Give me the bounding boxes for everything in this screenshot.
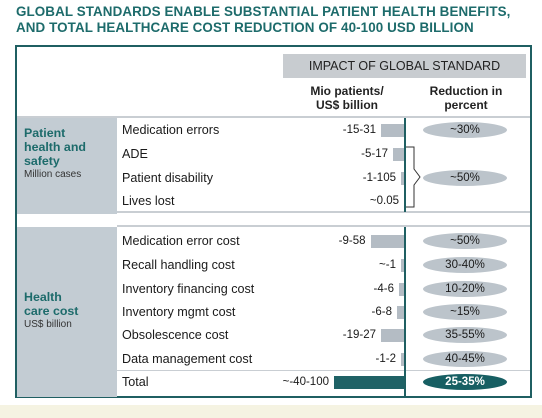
row-label: Total	[122, 375, 149, 389]
value-label: ~-1	[379, 259, 396, 271]
value-label: -15-31	[342, 124, 376, 136]
column-header-reduction-line-1: Reduction in	[429, 84, 503, 98]
row-label: Inventory financing cost	[122, 282, 255, 296]
value-label: -1-2	[375, 353, 396, 365]
group-title-patient: Patient health and safety	[24, 126, 117, 168]
impact-header: IMPACT OF GLOBAL STANDARD	[283, 54, 526, 78]
row-label: Data management cost	[122, 352, 253, 366]
bar	[401, 172, 404, 185]
group-title-cost-line-1: Health	[24, 290, 62, 304]
value-label: ~0.05	[369, 195, 399, 207]
column-header-reduction: Reduction in percent	[410, 84, 522, 112]
group-title-patient-line-3: safety	[24, 154, 60, 168]
bar	[381, 329, 404, 342]
row-label: Patient disability	[122, 171, 214, 185]
group-title-patient-line-2: health and	[24, 140, 86, 154]
row-label: Medication errors	[122, 123, 220, 137]
reduction-pill: ~50%	[423, 170, 507, 186]
value-label: -6-8	[371, 306, 392, 318]
row-label: ADE	[122, 147, 148, 161]
value-label: -5-17	[361, 148, 388, 160]
group-band-cost: Health care cost US$ billion	[17, 227, 117, 397]
axis-line-cost	[404, 227, 406, 397]
value-label: -4-6	[373, 283, 394, 295]
reduction-pill: 40-45%	[423, 351, 507, 367]
row-label: Obsolescence cost	[122, 328, 229, 342]
bar	[397, 306, 404, 319]
column-header-patients-line-2: US$ billion	[315, 98, 378, 112]
reduction-pill: 35-55%	[423, 327, 507, 343]
group-subtitle-patient: Million cases	[24, 169, 82, 180]
group-subtitle-cost: US$ billion	[24, 319, 72, 330]
group-title-patient-line-1: Patient	[24, 126, 66, 140]
bottom-band	[0, 405, 542, 418]
group-title-cost-line-2: care cost	[24, 304, 79, 318]
row-label: Medication error cost	[122, 234, 240, 248]
axis-line-patient	[404, 118, 406, 212]
bar	[334, 376, 404, 389]
bracket-shape	[406, 146, 421, 208]
value-label: -9-58	[338, 235, 366, 247]
separator-top	[17, 116, 530, 118]
separator-mid-1	[117, 211, 530, 213]
chart-title-line-1: GLOBAL STANDARDS ENABLE SUBSTANTIAL PATI…	[16, 4, 511, 19]
reduction-pill: 25-35%	[423, 374, 507, 390]
bar	[399, 283, 404, 296]
reduction-pill: 10-20%	[423, 281, 507, 297]
separator-mid-2	[117, 225, 530, 227]
chart-frame	[15, 45, 532, 398]
value-label: -19-27	[342, 329, 376, 341]
group-title-cost: Health care cost	[24, 290, 117, 318]
column-header-patients-line-1: Mio patients/	[310, 84, 384, 98]
bar	[381, 124, 404, 137]
bar	[370, 235, 404, 248]
row-label: Recall handling cost	[122, 258, 235, 272]
separator-total	[117, 370, 530, 371]
column-header-patients: Mio patients/ US$ billion	[292, 84, 402, 112]
chart-title: GLOBAL STANDARDS ENABLE SUBSTANTIAL PATI…	[16, 4, 536, 36]
bar	[401, 353, 404, 366]
row-label: Lives lost	[122, 194, 175, 208]
value-label: -1-105	[362, 172, 396, 184]
bar	[393, 148, 404, 161]
reduction-pill: ~30%	[423, 122, 507, 138]
row-label: Inventory mgmt cost	[122, 305, 236, 319]
reduction-pill: ~15%	[423, 304, 507, 320]
value-label: ~-40-100	[282, 376, 329, 388]
reduction-pill: ~50%	[423, 233, 507, 249]
group-band-patient: Patient health and safety Million cases	[17, 118, 117, 214]
column-header-reduction-line-2: percent	[444, 98, 488, 112]
chart-title-line-2: AND TOTAL HEALTHCARE COST REDUCTION OF 4…	[16, 20, 474, 35]
reduction-pill: 30-40%	[423, 257, 507, 273]
bar	[401, 259, 404, 272]
